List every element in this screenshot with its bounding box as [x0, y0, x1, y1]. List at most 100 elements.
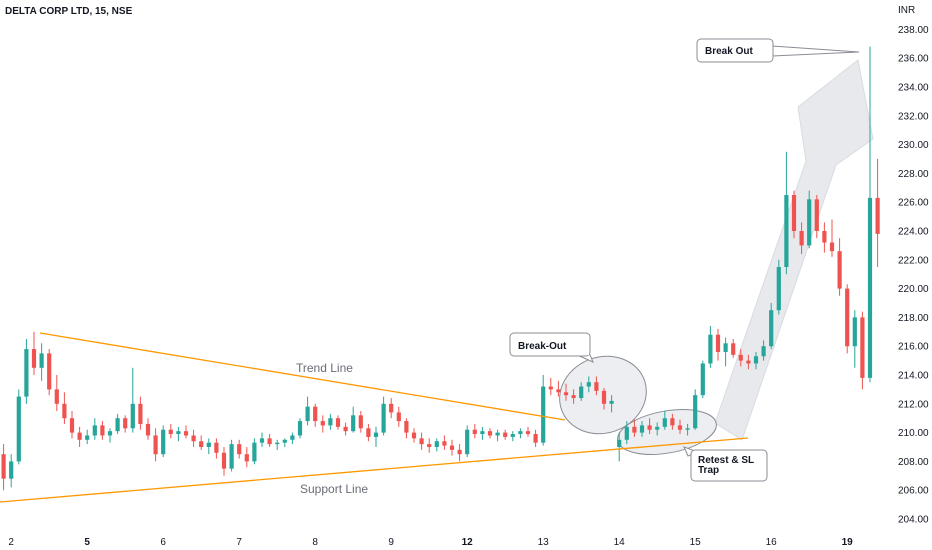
x-tick-label: 15: [690, 537, 702, 548]
candle: [814, 195, 819, 239]
x-tick-label: 14: [614, 537, 626, 548]
candle-body: [571, 395, 576, 399]
y-tick-label: 214.00: [898, 371, 929, 382]
candle: [214, 438, 219, 459]
candle-body: [115, 418, 120, 432]
candle-body: [305, 406, 310, 422]
candle-body: [320, 421, 325, 426]
candle-body: [442, 441, 447, 446]
candle: [145, 418, 151, 440]
candle-body: [655, 426, 660, 430]
candle: [92, 418, 97, 440]
candle-body: [617, 439, 622, 447]
candle: [845, 284, 850, 354]
candle-body: [822, 231, 827, 243]
candle-body: [723, 343, 728, 352]
callout-retest[interactable]: Retest & SL Trap: [683, 446, 768, 482]
candle: [297, 418, 303, 439]
candle: [434, 438, 439, 452]
candle: [799, 222, 804, 255]
candle: [693, 389, 698, 430]
candle-body: [328, 418, 333, 426]
candle-body: [776, 267, 781, 311]
candle: [715, 328, 721, 361]
candle-body: [639, 425, 645, 433]
candle: [176, 426, 181, 442]
candle-body: [685, 428, 690, 430]
candle: [867, 46, 873, 383]
candle: [457, 444, 462, 462]
candle: [77, 426, 82, 447]
candle: [639, 421, 645, 437]
y-tick-label: 222.00: [898, 255, 929, 266]
candle: [259, 432, 265, 447]
candle-body: [244, 454, 249, 462]
x-tick-label: 19: [842, 537, 854, 548]
candle: [510, 431, 515, 442]
candle-body: [39, 353, 44, 368]
candle-body: [541, 386, 546, 443]
candle-body: [715, 334, 721, 352]
candle: [579, 382, 584, 401]
candle: [769, 303, 774, 350]
candle: [54, 375, 59, 411]
candle-body: [533, 434, 538, 443]
support-line-label: Support Line: [300, 482, 368, 496]
candle-body: [753, 356, 759, 364]
candle-body: [586, 382, 591, 387]
candle: [9, 454, 14, 488]
candle: [776, 259, 781, 315]
candle: [753, 351, 759, 370]
candle-body: [77, 432, 82, 440]
candle-body: [548, 386, 553, 390]
candle-body: [396, 412, 401, 422]
time-axis[interactable]: 2 5 6 7 8 9 12 13 14 15 16 19: [8, 537, 853, 548]
candle: [487, 428, 493, 439]
callout-break-out-top[interactable]: Break Out: [696, 38, 860, 63]
x-tick-label: 9: [388, 537, 394, 548]
candle: [62, 392, 67, 424]
candle-body: [145, 423, 151, 436]
candle: [556, 380, 561, 397]
x-tick-label: 12: [462, 537, 474, 548]
candle-body: [183, 431, 189, 436]
candle: [229, 439, 234, 472]
candle-body: [297, 421, 303, 436]
candle: [1, 444, 6, 491]
y-tick-label: 226.00: [898, 198, 929, 209]
price-axis[interactable]: 204.00 206.00 208.00 210.00 212.00 214.00 216.…: [898, 25, 929, 526]
candle-body: [875, 197, 880, 234]
candle-body: [487, 431, 493, 436]
candle-body: [510, 434, 515, 437]
candle: [305, 396, 310, 426]
trend-line-label: Trend Line: [296, 361, 353, 375]
support-line[interactable]: [0, 437, 749, 503]
candle: [153, 428, 158, 462]
candle: [237, 439, 242, 459]
chart-title: DELTA CORP LTD, 15, NSE: [5, 6, 133, 17]
candle: [495, 429, 500, 442]
x-tick-label: 13: [538, 537, 550, 548]
candle-body: [480, 431, 485, 435]
candle: [670, 413, 675, 430]
callout-break-out-text: Break-Out: [518, 341, 567, 352]
candle: [427, 438, 432, 453]
candle-body: [563, 392, 569, 396]
trend-line[interactable]: [39, 332, 566, 421]
candle-body: [594, 382, 599, 391]
candle-body: [100, 425, 105, 436]
candle: [723, 337, 728, 367]
candle-body: [677, 425, 683, 430]
candle: [313, 403, 318, 427]
currency-label: INR: [898, 5, 915, 16]
callout-break-out[interactable]: Break-Out: [509, 332, 594, 363]
candle: [47, 349, 52, 396]
callout-break-out-top-text: Break Out: [705, 46, 753, 57]
candle: [130, 367, 135, 433]
candle-body: [191, 435, 196, 442]
candle-body: [358, 415, 363, 429]
candle-body: [275, 442, 280, 445]
candles: [1, 46, 880, 491]
candle-body: [290, 435, 295, 440]
